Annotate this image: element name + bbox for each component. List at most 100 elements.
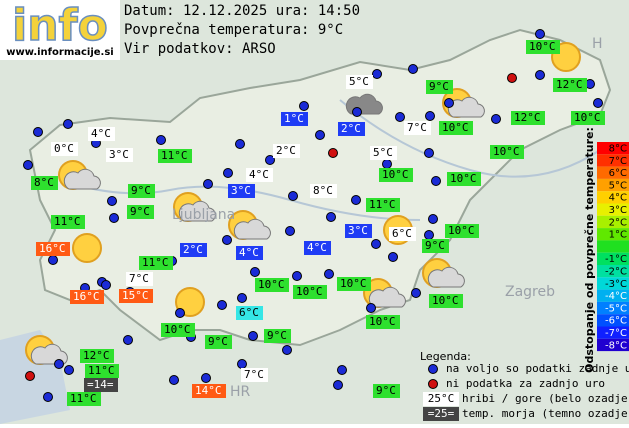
station-temp: 11°C (142, 256, 169, 269)
legend-dot-blue (428, 364, 438, 374)
place-name: Ljubljana (172, 207, 235, 223)
scale-step (597, 215, 629, 229)
scale-label: 7°C (609, 156, 627, 167)
station-dot (23, 160, 33, 170)
station-label-box (241, 368, 268, 382)
station-label-box (246, 168, 273, 182)
scale-step (597, 326, 629, 339)
cloud-icon (368, 286, 406, 308)
station-label-box (404, 121, 431, 135)
scale-label: 2°C (609, 217, 627, 228)
station-dot (424, 148, 434, 158)
station-label-box (228, 184, 255, 198)
station-dot (101, 280, 111, 290)
station-dot (351, 195, 361, 205)
station-dot (326, 212, 336, 222)
station-label-box (80, 349, 114, 363)
station-temp: 9°C (376, 384, 396, 397)
station-dot (63, 119, 73, 129)
station-temp: 10°C (574, 111, 601, 124)
station-label-box (31, 176, 58, 190)
station-dot (109, 213, 119, 223)
station-temp: 10°C (432, 294, 459, 307)
station-label-box (553, 78, 587, 92)
station-temp: 10°C (442, 121, 469, 134)
station-temp: 7°C (407, 121, 427, 134)
station-temp: 12°C (556, 78, 583, 91)
station-dot (491, 114, 501, 124)
station-label-box (445, 224, 479, 238)
station-label-box (490, 145, 524, 159)
station-temp: =14= (87, 378, 114, 391)
station-temp: 15°C (122, 289, 149, 302)
scale-step (597, 142, 629, 155)
station-dot-missing (328, 148, 338, 158)
legend-dot-red (428, 379, 438, 389)
scale-step (597, 301, 629, 315)
legend-mountain-text: hribi / gore (belo ozadje) (462, 392, 629, 405)
place-name: HR (230, 384, 251, 400)
logo-site[interactable]: www.informacije.si (6, 47, 114, 58)
station-dot (282, 345, 292, 355)
station-dot (217, 300, 227, 310)
station-label-box (293, 285, 327, 299)
station-label-box (304, 241, 331, 255)
station-temp: 7°C (244, 368, 264, 381)
station-label-box (180, 243, 207, 257)
station-label-box (36, 242, 70, 256)
station-dot (285, 226, 295, 236)
station-dot (333, 380, 343, 390)
station-label-box (236, 306, 263, 320)
station-dot (408, 64, 418, 74)
station-temp: 2°C (183, 243, 203, 256)
station-dot (372, 69, 382, 79)
station-label-box (67, 392, 101, 406)
date-line: Datum: 12.12.2025 ura: 14:50 (124, 3, 360, 19)
station-temp: 7°C (129, 272, 149, 285)
station-dot (366, 303, 376, 313)
scale-step (597, 178, 629, 192)
station-temp: 10°C (529, 40, 556, 53)
station-temp: 10°C (493, 145, 520, 158)
station-dot (411, 288, 421, 298)
station-dot (248, 331, 258, 341)
station-dot (169, 375, 179, 385)
scale-label: -1°C (605, 254, 627, 265)
station-label-box (526, 40, 560, 54)
station-dot (388, 252, 398, 262)
station-label-box (158, 149, 192, 163)
station-label-box (205, 335, 232, 349)
cloud-icon (178, 200, 216, 222)
station-dot (64, 365, 74, 375)
station-temp: 11°C (161, 149, 188, 162)
logo-box (0, 0, 120, 60)
station-temp: 3°C (109, 148, 129, 161)
scale-step (597, 265, 629, 278)
station-temp: 16°C (73, 290, 100, 303)
station-temp: 12°C (83, 349, 110, 362)
scale-step (597, 191, 629, 204)
source-line: Vir podatkov: ARSO (124, 41, 276, 57)
cloud-icon (63, 168, 101, 190)
station-label-box (84, 378, 118, 392)
sun-icon (72, 233, 102, 263)
scale-label: 5°C (609, 180, 627, 191)
station-dot (48, 255, 58, 265)
scale-label: -7°C (605, 328, 627, 339)
station-dot (107, 196, 117, 206)
station-label-box (511, 111, 545, 125)
station-label-box (70, 290, 104, 304)
station-dot (201, 373, 211, 383)
station-temp: 2°C (341, 122, 361, 135)
station-dot (535, 70, 545, 80)
station-temp: 0°C (54, 142, 74, 155)
station-dot (175, 308, 185, 318)
station-temp: 12°C (514, 111, 541, 124)
station-temp: 6°C (239, 306, 259, 319)
station-label-box (106, 148, 133, 162)
scale-label: -4°C (605, 291, 627, 302)
scale-step (597, 338, 629, 352)
station-label-box (422, 239, 449, 253)
